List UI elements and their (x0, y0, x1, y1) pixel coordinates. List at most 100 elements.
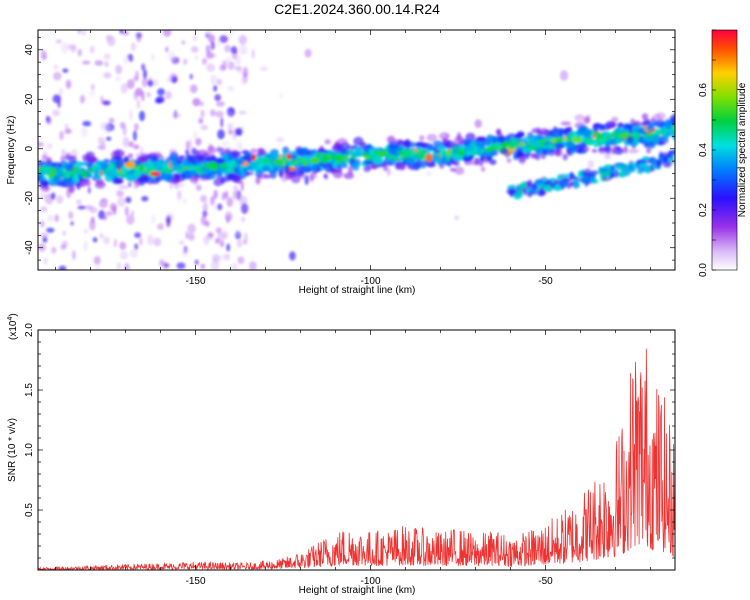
heatmap-cell (176, 262, 186, 270)
heatmap-cell (206, 63, 215, 72)
heatmap-cell (244, 153, 253, 162)
heatmap-cell (164, 263, 170, 268)
heatmap-cell (53, 64, 59, 70)
heatmap-cell (324, 139, 331, 145)
heatmap-cell (208, 170, 216, 176)
x-tick-label: -100 (360, 576, 380, 587)
heatmap-cell (77, 30, 82, 34)
heatmap-cell (100, 162, 110, 168)
heatmap-cell (56, 195, 64, 204)
heatmap-cell (600, 168, 608, 173)
heatmap-cell (141, 77, 148, 88)
heatmap-cell (636, 129, 644, 134)
heatmap-cell (547, 143, 557, 150)
heatmap-cell (542, 149, 548, 155)
heatmap-cell (626, 135, 634, 144)
heatmap-cell (202, 203, 208, 212)
heatmap-cell (157, 223, 164, 230)
heatmap-cell (102, 100, 111, 106)
heatmap-cell (149, 154, 159, 163)
x-tick-label: -150 (185, 576, 205, 587)
heatmap-cell (456, 132, 462, 141)
heatmap-cell (599, 139, 606, 146)
heatmap-cell (571, 175, 577, 180)
heatmap-cell (531, 128, 541, 134)
heatmap-cell (70, 221, 74, 226)
heatmap-cell (143, 163, 154, 169)
heatmap-cell (294, 171, 305, 177)
heatmap-cell (116, 262, 122, 270)
heatmap-cell (233, 185, 239, 190)
heatmap-cell (131, 210, 134, 217)
heatmap-cell (66, 171, 71, 178)
snr-ylabel: SNR (10 * v/v) (7, 418, 18, 482)
heatmap-cell (62, 230, 66, 236)
heatmap-cell (574, 114, 586, 122)
heatmap-cell (178, 240, 185, 245)
heatmap-cell (99, 233, 104, 239)
heatmap-cell (151, 53, 155, 61)
heatmap-cell (559, 70, 569, 81)
heatmap-cell (361, 152, 370, 158)
heatmap-cell (88, 90, 96, 97)
heatmap-cell (209, 109, 216, 116)
heatmap-cell (217, 170, 223, 177)
heatmap-cell (313, 163, 321, 168)
heatmap-cell (79, 94, 86, 104)
heatmap-cell (653, 128, 662, 138)
heatmap-cell (189, 84, 198, 93)
heatmap-cell (189, 170, 198, 176)
heatmap-cell (216, 78, 223, 86)
heatmap-cell (46, 115, 50, 123)
heatmap-cell (567, 132, 575, 139)
heatmap-cell (53, 175, 59, 181)
heatmap-cell (81, 30, 86, 36)
heatmap-cell (230, 150, 242, 156)
heatmap-cell (92, 237, 98, 243)
heatmap-cell (201, 57, 208, 65)
heatmap-cell (134, 243, 139, 250)
heatmap-cell (213, 189, 218, 199)
heatmap-cell (93, 256, 101, 265)
heatmap-cell (213, 178, 223, 187)
heatmap-cell (43, 150, 48, 158)
heatmap-panel: -150 -100 -50 -40 -20 0 20 40 Height of straig… (6, 29, 676, 296)
heatmap-cell (216, 203, 223, 211)
heatmap-cell (124, 262, 130, 270)
heatmap-cell (77, 205, 86, 210)
heatmap-cell (671, 113, 675, 119)
heatmap-cell (348, 165, 354, 175)
heatmap-cell (136, 36, 142, 43)
heatmap-cell (638, 162, 649, 169)
heatmap-cell (42, 236, 48, 243)
heatmap-cell (38, 142, 44, 147)
heatmap-cell (125, 173, 137, 182)
heatmap-cell (189, 73, 193, 80)
heatmap-cell (603, 132, 612, 137)
heatmap-cell (103, 53, 111, 60)
heatmap-cell (302, 155, 311, 161)
heatmap-cell (68, 211, 74, 220)
heatmap-cell (171, 76, 178, 84)
heatmap-cell (119, 250, 129, 260)
heatmap-cell (134, 232, 142, 238)
heatmap-cell (51, 246, 57, 254)
heatmap-cell (122, 125, 127, 136)
heatmap-cell (499, 148, 509, 155)
heatmap-cell (119, 30, 124, 34)
heatmap-cell (522, 187, 528, 196)
heatmap-cell (209, 53, 217, 58)
heatmap-cell (127, 153, 134, 159)
heatmap-cell (82, 60, 91, 65)
heatmap-cell (543, 186, 552, 191)
heatmap-cell (426, 133, 438, 142)
heatmap-cell (133, 90, 139, 101)
heatmap-cell (611, 116, 619, 123)
heatmap-cell (123, 156, 129, 164)
colorbar-tick-label: 0.0 (698, 263, 709, 277)
heatmap-cell (454, 166, 465, 175)
heatmap-cell (200, 194, 206, 203)
heatmap-cell (344, 154, 349, 163)
heatmap-cell (577, 124, 586, 133)
heatmap-cell (178, 182, 185, 188)
